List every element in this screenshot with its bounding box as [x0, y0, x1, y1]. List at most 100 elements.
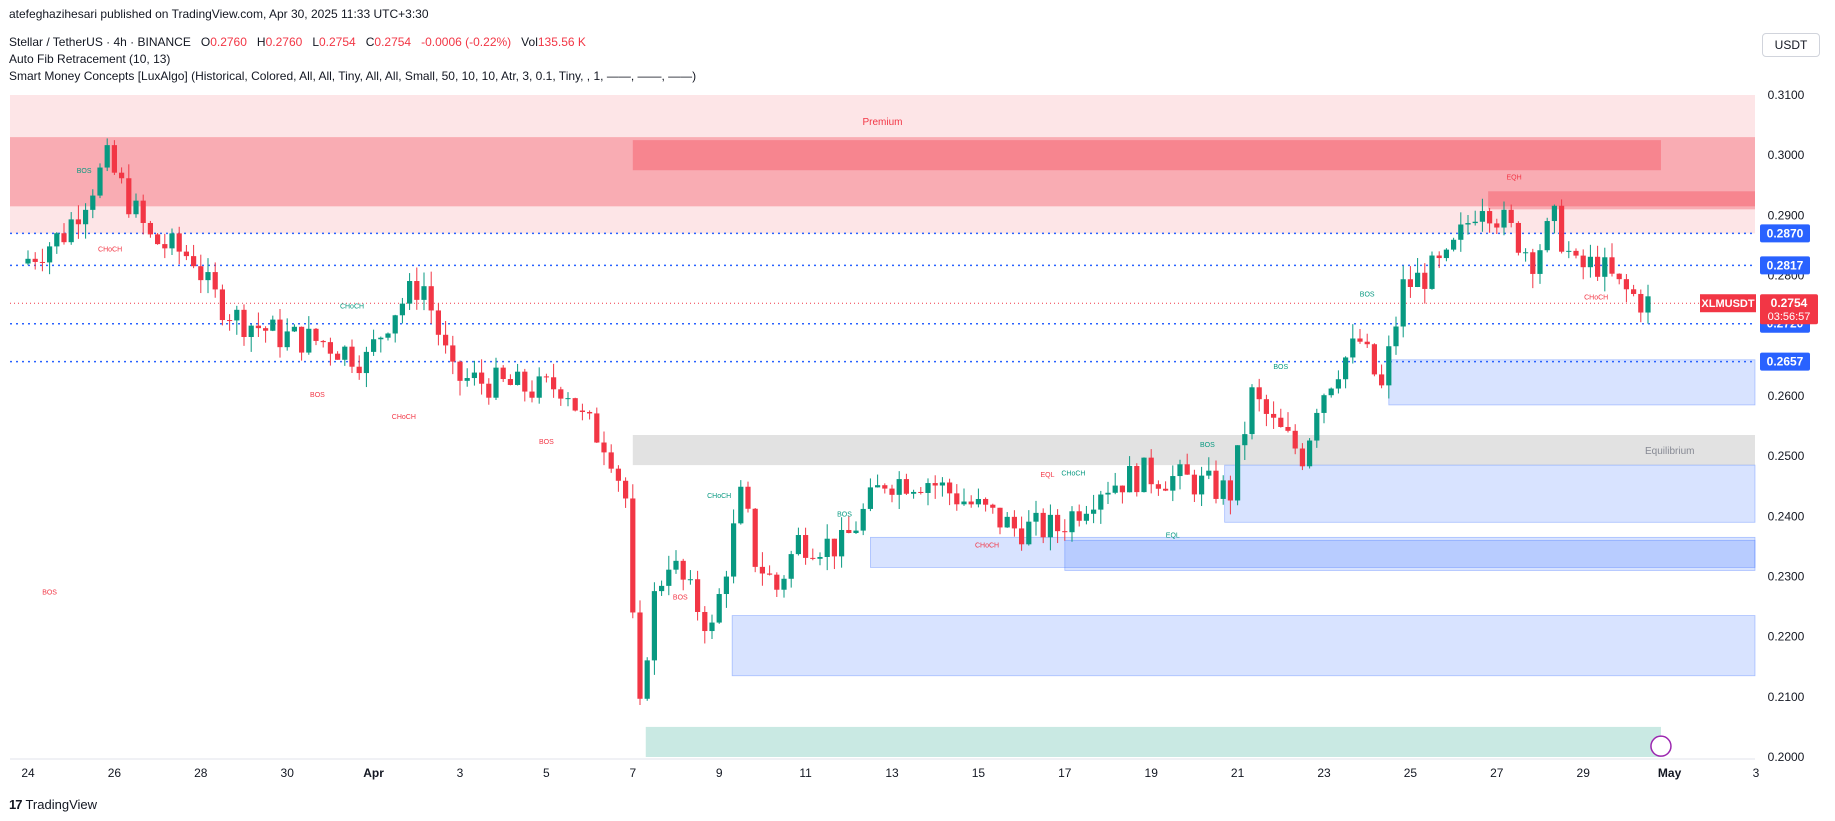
candle-body — [320, 340, 326, 343]
candle-body — [1155, 484, 1161, 489]
tradingview-logo-icon: 17 — [9, 797, 23, 812]
candle-body — [198, 266, 204, 281]
level-price-label: 0.2657 — [1767, 355, 1804, 369]
candle-body — [767, 573, 773, 575]
y-tick-label: 0.3000 — [1768, 148, 1805, 162]
candle-body — [1393, 326, 1399, 347]
candle-body — [551, 377, 557, 390]
candle-body — [925, 483, 931, 493]
candle-body — [1278, 417, 1284, 427]
candle-body — [903, 479, 909, 494]
candle-body — [615, 468, 621, 481]
candle-body — [306, 328, 312, 353]
candle-body — [659, 585, 665, 592]
candle-body — [1616, 273, 1622, 280]
candle-body — [111, 145, 117, 173]
order-block-bear — [1488, 191, 1755, 210]
level-price-tag — [1760, 224, 1810, 243]
structure-label: CHoCH — [707, 493, 731, 500]
x-tick-label: 13 — [885, 766, 899, 780]
candle-body — [1083, 513, 1089, 521]
candle-body — [457, 361, 463, 381]
order-block-bull — [1064, 539, 1756, 571]
candle-body — [1357, 338, 1363, 342]
candle-body — [1458, 224, 1464, 240]
candle-body — [695, 579, 701, 612]
level-price-tag — [1760, 352, 1810, 371]
candle-body — [680, 560, 686, 580]
indicator-fib-legend[interactable]: Auto Fib Retracement (10, 13) — [9, 52, 171, 66]
candle-body — [464, 378, 470, 381]
x-tick-label: 5 — [543, 766, 550, 780]
structure-label: BOS — [837, 511, 852, 518]
candle-body — [1566, 250, 1572, 252]
candle-body — [565, 398, 571, 400]
candle-body — [507, 379, 513, 385]
candle-body — [918, 491, 924, 493]
candle-body — [493, 367, 499, 398]
symbol-name[interactable]: Stellar / TetherUS · 4h · BINANCE — [9, 35, 191, 49]
candle-body — [1379, 374, 1385, 386]
candle-body — [1623, 279, 1629, 290]
candle-body — [486, 383, 492, 398]
y-tick-label: 0.2900 — [1768, 208, 1805, 222]
candle-body — [810, 557, 816, 559]
candle-body — [241, 309, 247, 337]
candle-body — [399, 303, 405, 316]
candle-body — [443, 334, 449, 346]
candle-body — [183, 251, 189, 257]
candle-body — [997, 507, 1003, 528]
order-block-bull — [731, 615, 1756, 677]
candle-body — [407, 281, 413, 304]
candle-body — [875, 485, 881, 488]
indicator-smc-legend[interactable]: Smart Money Concepts [LuxAlgo] (Historic… — [9, 69, 697, 83]
structure-label: CHoCH — [98, 246, 122, 253]
candle-body — [428, 286, 434, 311]
candle-body — [1292, 430, 1298, 449]
candle-body — [630, 498, 636, 613]
structure-label: BOS — [673, 594, 688, 601]
order-block-bull — [1388, 359, 1756, 406]
candle-body — [1544, 221, 1550, 251]
candle-body — [774, 574, 780, 590]
candle-body — [371, 339, 377, 352]
candle-body — [1638, 293, 1644, 313]
candle-body — [1465, 223, 1471, 225]
candle-body — [421, 286, 427, 300]
structure-label: BOS — [1200, 442, 1215, 449]
candle-body — [594, 413, 600, 443]
currency-button[interactable]: USDT — [1762, 33, 1820, 57]
level-price-label: 0.2817 — [1767, 258, 1804, 272]
candle-body — [1609, 257, 1615, 274]
order-block-bear — [632, 140, 1661, 171]
candle-body — [1055, 514, 1061, 532]
candle-body — [75, 219, 81, 225]
level-price-tag — [1760, 256, 1810, 275]
candle-body — [723, 576, 729, 595]
candle-body — [1307, 440, 1313, 467]
candle-body — [1105, 492, 1111, 495]
candle-body — [543, 376, 549, 378]
candle-body — [911, 491, 917, 494]
candle-body — [133, 200, 139, 215]
candle-body — [839, 529, 845, 557]
candle-body — [327, 342, 333, 354]
candle-body — [1551, 205, 1557, 222]
candle-body — [1271, 413, 1277, 418]
candle-body — [1559, 205, 1565, 252]
candle-body — [1285, 426, 1291, 431]
candle-body — [1602, 257, 1608, 277]
candle-body — [608, 452, 614, 469]
structure-label: CHoCH — [1584, 295, 1608, 302]
structure-label: BOS — [1360, 292, 1375, 299]
x-tick-label: 3 — [1753, 766, 1760, 780]
candle-body — [1227, 480, 1233, 501]
candle-body — [140, 200, 146, 223]
candle-body — [227, 320, 233, 322]
candle-body — [882, 485, 888, 489]
structure-label: BOS — [77, 168, 92, 175]
candle-body — [846, 529, 852, 534]
candle-body — [1321, 395, 1327, 413]
candle-body — [529, 391, 535, 398]
